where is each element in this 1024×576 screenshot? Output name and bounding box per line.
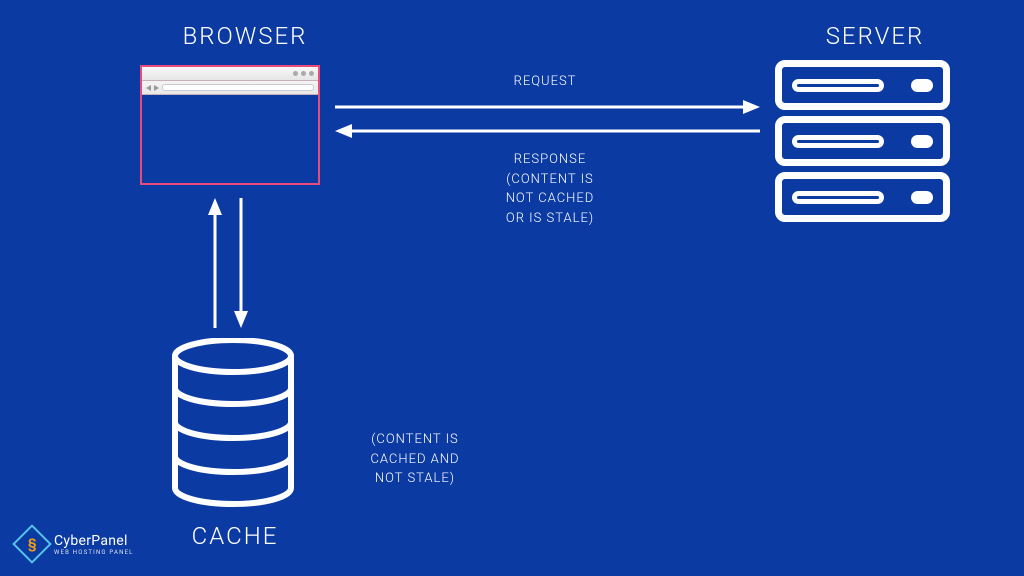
browser-title: BROWSER xyxy=(170,22,320,50)
server-title: SERVER xyxy=(800,22,950,50)
cache-title: CACHE xyxy=(170,522,300,550)
browser-titlebar xyxy=(142,67,318,81)
request-arrow-icon xyxy=(335,98,760,116)
response-line: OR IS STALE) xyxy=(506,211,594,226)
cache-note-line: (CONTENT IS xyxy=(371,432,459,447)
logo-mark-icon: § xyxy=(12,524,52,564)
cache-note-line: CACHED AND xyxy=(370,452,459,467)
server-bar-icon xyxy=(792,79,884,92)
server-led-icon xyxy=(911,135,933,148)
cache-up-arrow-icon xyxy=(206,198,224,328)
window-control-icon xyxy=(309,71,314,76)
server-led-icon xyxy=(911,191,933,204)
browser-node xyxy=(140,65,320,185)
response-arrow-icon xyxy=(335,122,760,140)
cache-down-arrow-icon xyxy=(232,198,250,328)
cache-note-line: NOT STALE) xyxy=(375,471,455,486)
address-bar xyxy=(162,84,314,91)
response-line: NOT CACHED xyxy=(506,191,595,206)
server-bar-icon xyxy=(792,135,884,148)
server-node xyxy=(775,60,950,228)
server-led-icon xyxy=(911,79,933,92)
server-unit xyxy=(775,172,950,222)
nav-back-icon xyxy=(146,85,151,91)
logo-tagline: WEB HOSTING PANEL xyxy=(54,549,134,556)
response-label: RESPONSE (CONTENT IS NOT CACHED OR IS ST… xyxy=(490,150,610,228)
nav-forward-icon xyxy=(154,85,159,91)
server-unit xyxy=(775,116,950,166)
browser-urlbar xyxy=(142,81,318,95)
response-line: RESPONSE xyxy=(514,152,587,167)
cache-note-label: (CONTENT IS CACHED AND NOT STALE) xyxy=(355,430,475,489)
request-label: REQUEST xyxy=(480,72,610,92)
logo-brand-text: CyberPanel xyxy=(54,533,134,549)
server-unit xyxy=(775,60,950,110)
brand-logo: § CyberPanel WEB HOSTING PANEL xyxy=(18,530,134,558)
cache-node xyxy=(168,338,298,508)
window-control-icon xyxy=(301,71,306,76)
response-line: (CONTENT IS xyxy=(506,172,594,187)
server-bar-icon xyxy=(792,191,884,204)
window-control-icon xyxy=(293,71,298,76)
